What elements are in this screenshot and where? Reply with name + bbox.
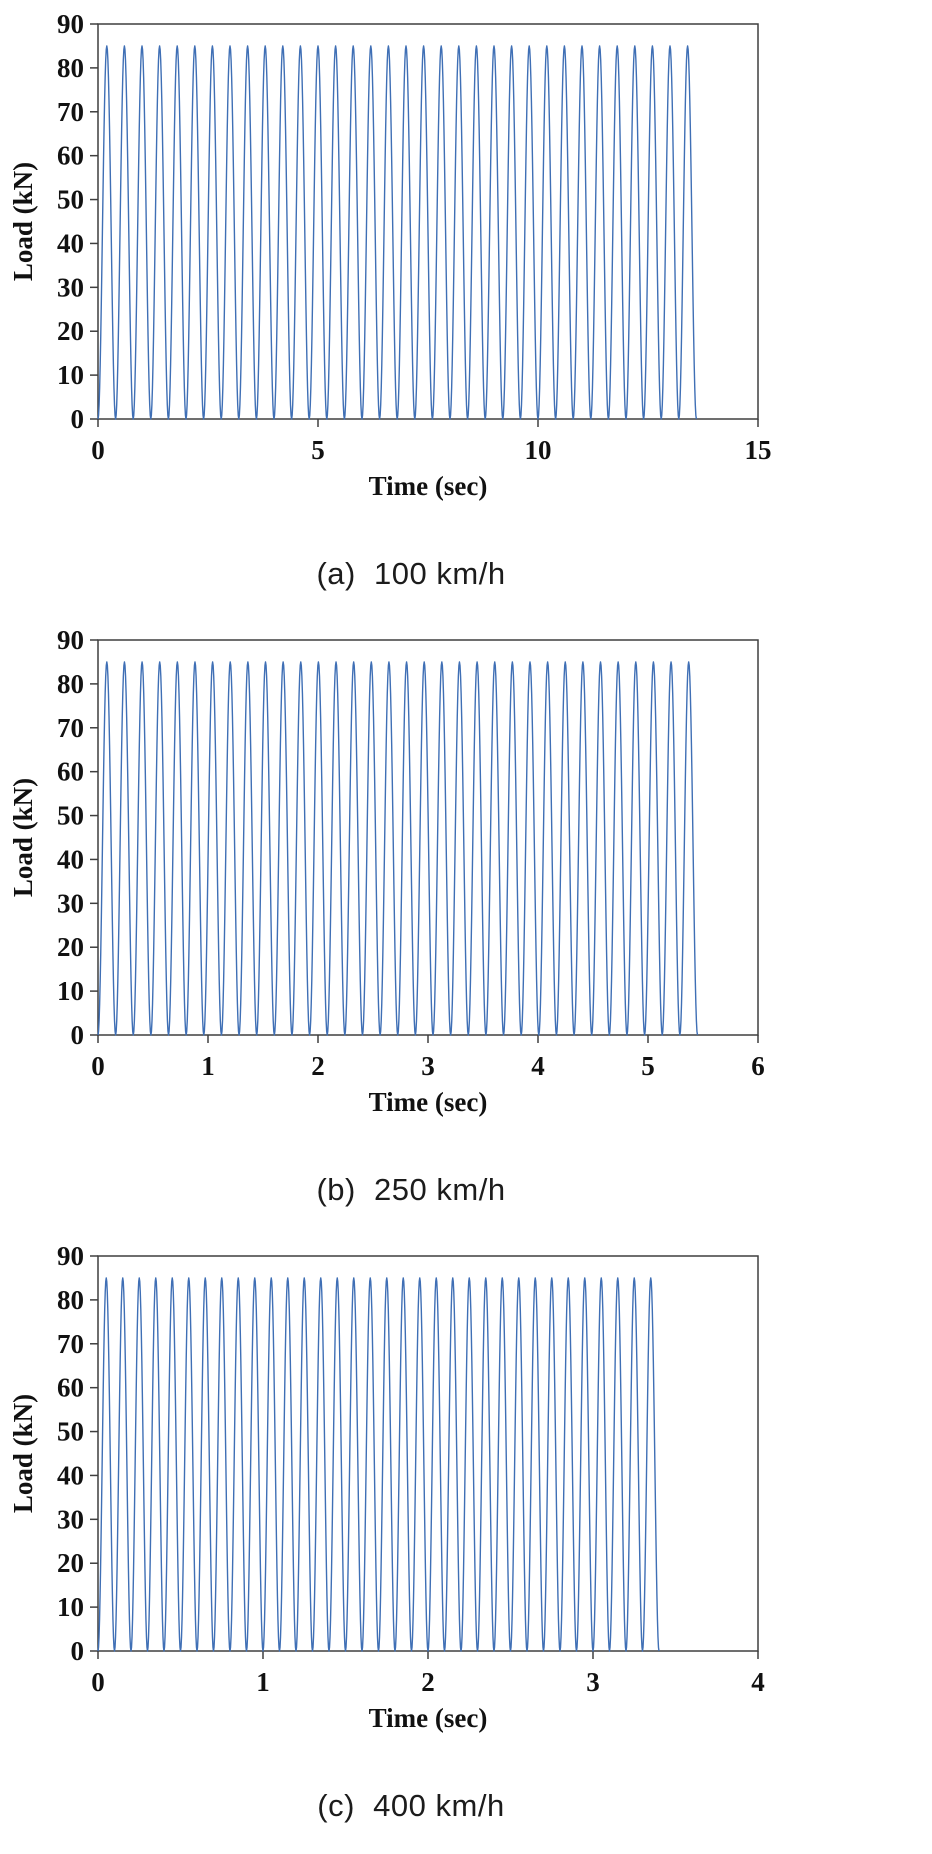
y-axis-title: Load (kN)	[8, 1394, 38, 1513]
chart-c-plot: 0 10 20 30 40 50 60 70 80 90 0 1 2 3 4 Time (sec) Load (…	[6, 1238, 816, 1778]
y-tick-label: 80	[57, 669, 84, 699]
y-tick-label: 90	[57, 1241, 84, 1271]
plot-border	[97, 1255, 759, 1652]
x-tick-label: 4	[531, 1051, 545, 1081]
x-tick-label: 0	[91, 1667, 105, 1697]
x-tick-label: 1	[201, 1051, 215, 1081]
y-tick-label: 50	[57, 185, 84, 215]
y-tick-label: 70	[57, 713, 84, 743]
x-tick-label: 5	[311, 435, 325, 465]
x-tick-label: 3	[586, 1667, 600, 1697]
chart-a: 0 10 20 30 40 50 60 70 80 90 0 5 10 15 Time (sec) Load …	[6, 6, 932, 592]
y-tick-label: 10	[57, 360, 84, 390]
y-axis-title: Load (kN)	[8, 162, 38, 281]
y-tick-label: 30	[57, 272, 84, 302]
y-tick-label: 40	[57, 1460, 84, 1490]
x-axis-title: Time (sec)	[369, 1703, 488, 1733]
x-tick-label: 0	[91, 435, 105, 465]
chart-c: 0 10 20 30 40 50 60 70 80 90 0 1 2 3 4 Time (sec) Load (…	[6, 1238, 932, 1824]
chart-c-caption: (c) 400 km/h	[317, 1788, 505, 1823]
x-axis-title: Time (sec)	[369, 471, 488, 501]
y-tick-label: 30	[57, 888, 84, 918]
y-tick-label: 60	[57, 757, 84, 787]
chart-b-caption: (b) 250 km/h	[316, 1172, 506, 1207]
y-tick-label: 60	[57, 141, 84, 171]
y-tick-label: 40	[57, 844, 84, 874]
y-tick-label: 70	[57, 97, 84, 127]
x-tick-label: 10	[525, 435, 552, 465]
y-tick-label: 90	[57, 9, 84, 39]
y-tick-label: 20	[57, 932, 84, 962]
y-tick-label: 10	[57, 1592, 84, 1622]
y-tick-label: 80	[57, 1285, 84, 1315]
x-tick-label: 0	[91, 1051, 105, 1081]
y-tick-label: 0	[71, 404, 85, 434]
chart-svg: 0 10 20 30 40 50 60 70 80 90 0 5 10 15 Time (sec) Load …	[8, 9, 772, 501]
chart-b: 0 10 20 30 40 50 60 70 80 90 0 1 2 3 4 5 6 Time (sec) Load…	[6, 622, 932, 1208]
chart-svg: 0 10 20 30 40 50 60 70 80 90 0 1 2 3 4 Time (sec) Load (…	[8, 1241, 765, 1733]
y-tick-label: 0	[71, 1636, 85, 1666]
load-waveform	[97, 45, 698, 420]
plot-border	[97, 23, 759, 420]
y-tick-label: 20	[57, 1548, 84, 1578]
chart-svg: 0 10 20 30 40 50 60 70 80 90 0 1 2 3 4 5 6 Time (sec) Load…	[8, 625, 765, 1117]
x-tick-label: 3	[421, 1051, 435, 1081]
y-tick-label: 80	[57, 53, 84, 83]
y-tick-label: 30	[57, 1504, 84, 1534]
load-waveform	[97, 1277, 660, 1652]
y-tick-label: 0	[71, 1020, 85, 1050]
x-tick-label: 4	[751, 1667, 765, 1697]
chart-a-plot: 0 10 20 30 40 50 60 70 80 90 0 5 10 15 Time (sec) Load …	[6, 6, 816, 546]
x-tick-label: 5	[641, 1051, 655, 1081]
chart-b-plot: 0 10 20 30 40 50 60 70 80 90 0 1 2 3 4 5 6 Time (sec) Load…	[6, 622, 816, 1162]
load-waveform	[97, 661, 699, 1036]
y-tick-label: 90	[57, 625, 84, 655]
x-tick-label: 15	[745, 435, 772, 465]
y-tick-label: 10	[57, 976, 84, 1006]
y-tick-label: 50	[57, 1417, 84, 1447]
x-tick-label: 6	[751, 1051, 765, 1081]
y-axis-title: Load (kN)	[8, 778, 38, 897]
y-tick-label: 60	[57, 1373, 84, 1403]
chart-a-caption: (a) 100 km/h	[316, 556, 506, 591]
x-tick-label: 2	[421, 1667, 435, 1697]
y-tick-label: 20	[57, 316, 84, 346]
y-tick-label: 50	[57, 801, 84, 831]
x-axis-title: Time (sec)	[369, 1087, 488, 1117]
x-tick-label: 1	[256, 1667, 270, 1697]
x-tick-label: 2	[311, 1051, 325, 1081]
y-tick-label: 70	[57, 1329, 84, 1359]
y-tick-label: 40	[57, 228, 84, 258]
